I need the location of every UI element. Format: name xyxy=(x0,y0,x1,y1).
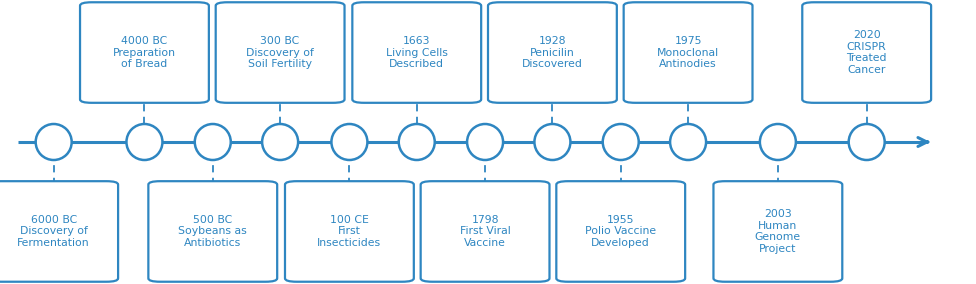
Text: 2003
Human
Genome
Project: 2003 Human Genome Project xyxy=(754,209,801,254)
Ellipse shape xyxy=(760,124,795,160)
Ellipse shape xyxy=(127,124,162,160)
Text: 1955
Polio Vaccine
Developed: 1955 Polio Vaccine Developed xyxy=(586,215,656,248)
Ellipse shape xyxy=(263,124,298,160)
Ellipse shape xyxy=(332,124,367,160)
Text: 1975
Monoclonal
Antinodies: 1975 Monoclonal Antinodies xyxy=(657,36,719,69)
Ellipse shape xyxy=(36,124,71,160)
FancyBboxPatch shape xyxy=(148,181,277,282)
Text: 300 BC
Discovery of
Soil Fertility: 300 BC Discovery of Soil Fertility xyxy=(246,36,314,69)
Text: 1663
Living Cells
Described: 1663 Living Cells Described xyxy=(386,36,448,69)
FancyBboxPatch shape xyxy=(488,2,617,103)
FancyBboxPatch shape xyxy=(624,2,752,103)
Ellipse shape xyxy=(399,124,434,160)
Ellipse shape xyxy=(535,124,570,160)
Text: 2020
CRISPR
Treated
Cancer: 2020 CRISPR Treated Cancer xyxy=(846,30,887,75)
FancyBboxPatch shape xyxy=(285,181,414,282)
Ellipse shape xyxy=(671,124,706,160)
Ellipse shape xyxy=(603,124,638,160)
Ellipse shape xyxy=(468,124,503,160)
Text: 1928
Penicilin
Discovered: 1928 Penicilin Discovered xyxy=(522,36,583,69)
FancyBboxPatch shape xyxy=(80,2,209,103)
FancyBboxPatch shape xyxy=(802,2,931,103)
Text: 1798
First Viral
Vaccine: 1798 First Viral Vaccine xyxy=(460,215,510,248)
Ellipse shape xyxy=(849,124,884,160)
Ellipse shape xyxy=(195,124,230,160)
FancyBboxPatch shape xyxy=(713,181,842,282)
FancyBboxPatch shape xyxy=(421,181,549,282)
Text: 500 BC
Soybeans as
Antibiotics: 500 BC Soybeans as Antibiotics xyxy=(179,215,247,248)
Text: 6000 BC
Discovery of
Fermentation: 6000 BC Discovery of Fermentation xyxy=(18,215,90,248)
Text: 4000 BC
Preparation
of Bread: 4000 BC Preparation of Bread xyxy=(113,36,176,69)
FancyBboxPatch shape xyxy=(216,2,345,103)
FancyBboxPatch shape xyxy=(556,181,685,282)
Text: 100 CE
First
Insecticides: 100 CE First Insecticides xyxy=(317,215,382,248)
FancyBboxPatch shape xyxy=(352,2,481,103)
FancyBboxPatch shape xyxy=(0,181,118,282)
